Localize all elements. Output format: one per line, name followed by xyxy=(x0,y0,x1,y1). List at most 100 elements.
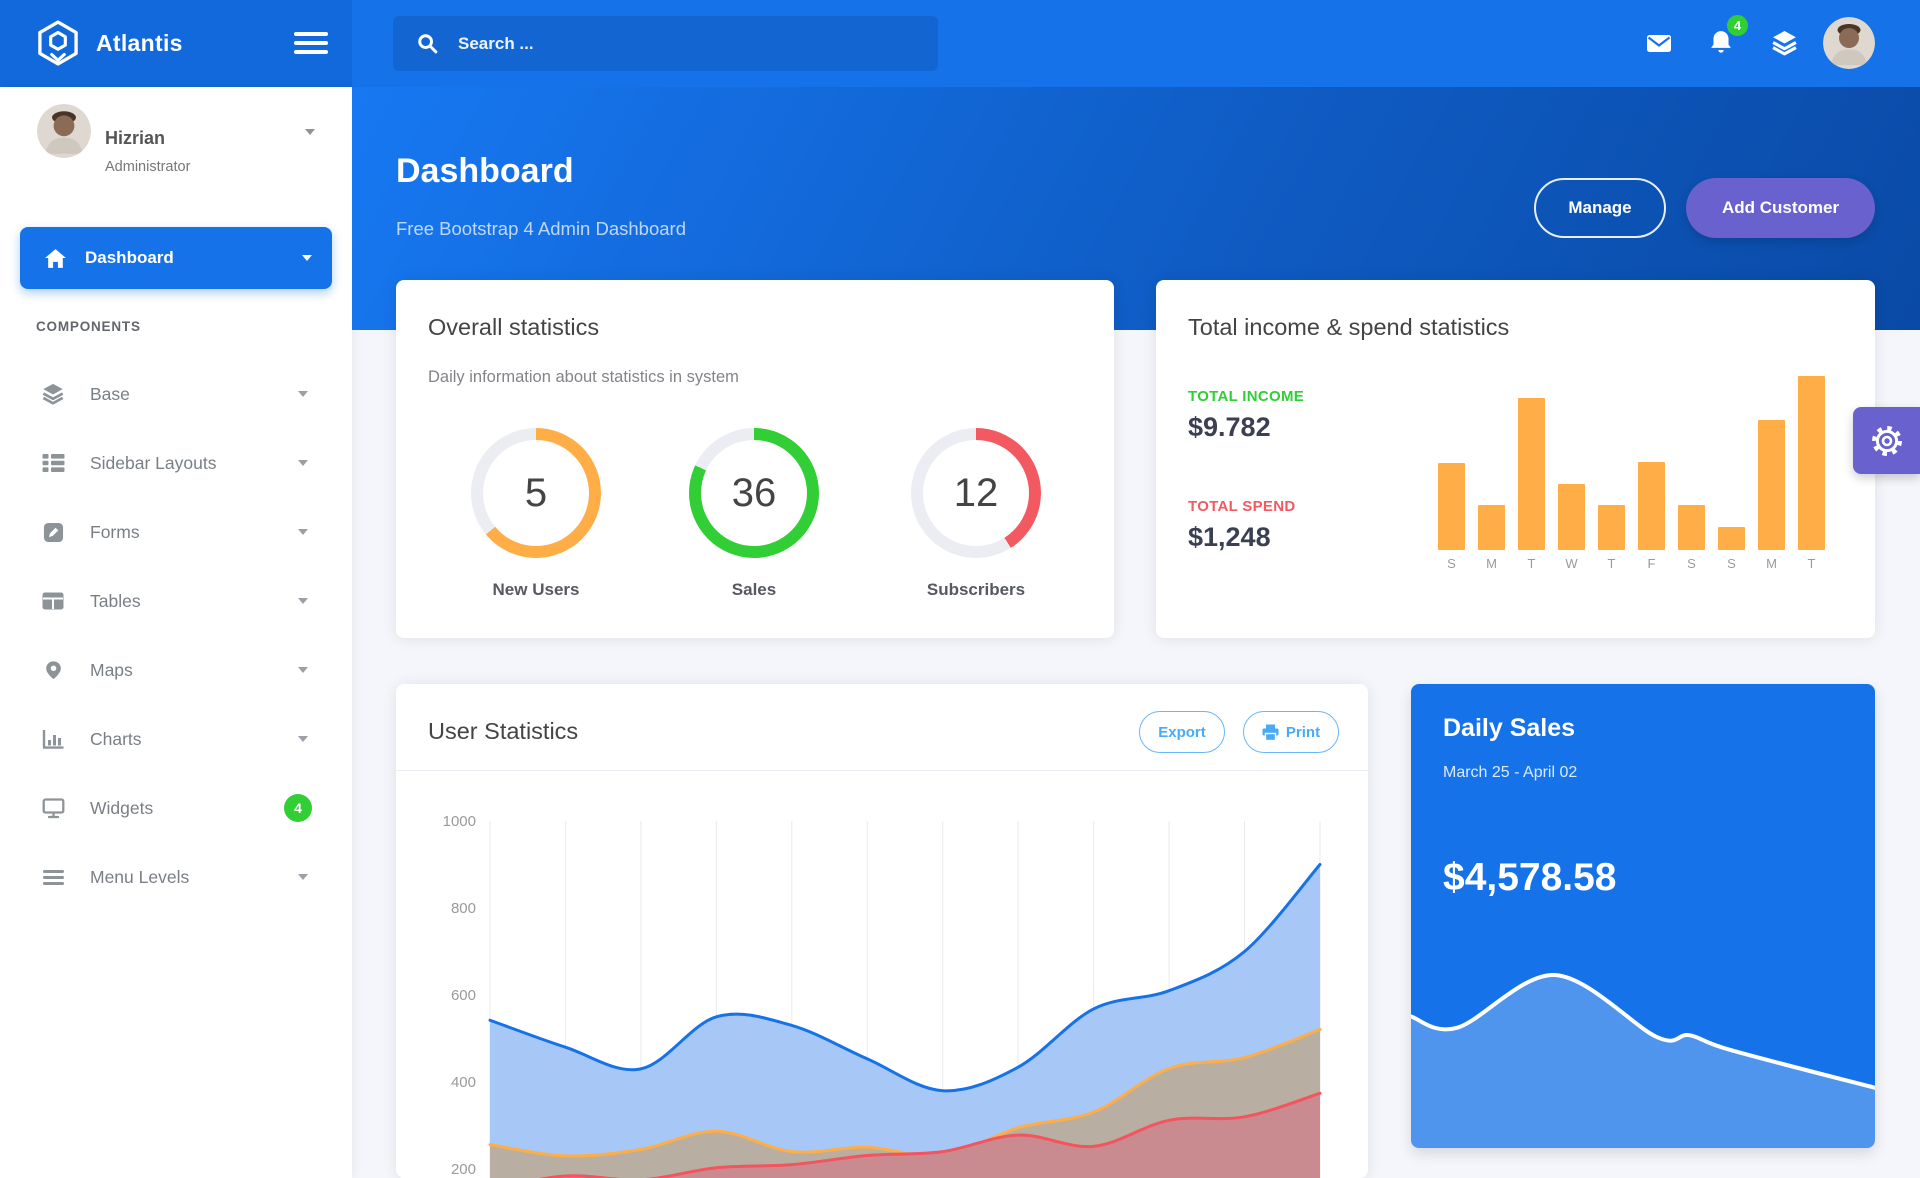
svg-text:200: 200 xyxy=(451,1161,476,1178)
bar-x-label: T xyxy=(1607,556,1616,571)
bar-column: W xyxy=(1558,484,1585,572)
settings-panel-button[interactable] xyxy=(1853,407,1920,474)
bar-column: M xyxy=(1758,420,1785,572)
bar xyxy=(1518,398,1545,550)
bar-x-label: S xyxy=(1687,556,1696,571)
sidebar-item-label: Dashboard xyxy=(85,248,174,267)
sales-label: Sales xyxy=(731,580,777,599)
bar xyxy=(1438,463,1465,550)
bar-column: S xyxy=(1678,505,1705,572)
card-subtitle: Daily information about statistics in sy… xyxy=(428,368,739,386)
map-pin-icon xyxy=(40,659,66,681)
add-customer-button[interactable]: Add Customer xyxy=(1686,178,1875,238)
bar xyxy=(1478,505,1505,550)
overall-statistics-card: Overall statistics Daily information abo… xyxy=(396,280,1114,638)
quick-actions-layers-icon[interactable] xyxy=(1771,30,1798,56)
page-subtitle: Free Bootstrap 4 Admin Dashboard xyxy=(396,218,686,239)
sales-value: 36 xyxy=(731,470,777,515)
bar-x-label: T xyxy=(1527,556,1536,571)
chevron-down-icon xyxy=(302,255,312,261)
new-users-progress-ring: 5 xyxy=(471,428,601,558)
sales-progress-ring: 36 xyxy=(689,428,819,558)
bar xyxy=(1718,527,1745,550)
subscribers-label: Subscribers xyxy=(926,580,1026,599)
new-users-label: New Users xyxy=(492,580,580,599)
sidebar-section-label: COMPONENTS xyxy=(36,319,141,334)
sidebar-user-dropdown[interactable]: Hizrian Administrator xyxy=(0,104,352,264)
svg-text:800: 800 xyxy=(451,900,476,917)
sidebar-item-menu-levels[interactable]: Menu Levels xyxy=(0,845,352,909)
total-income-label: TOTAL INCOME xyxy=(1188,388,1305,405)
card-title: Overall statistics xyxy=(428,314,600,340)
logo-header: Atlantis xyxy=(0,0,352,87)
bar-x-label: T xyxy=(1807,556,1816,571)
sidebar-item-forms[interactable]: Forms xyxy=(0,500,352,564)
daily-sales-spark-chart xyxy=(1411,972,1875,1148)
notifications-bell-icon[interactable] xyxy=(1708,29,1734,57)
bar-x-label: F xyxy=(1647,556,1656,571)
sidebar-item-label: Forms xyxy=(90,521,140,542)
user-statistics-area-chart: 1000 800 600 400 200 xyxy=(443,813,1322,1178)
total-spend-label: TOTAL SPEND xyxy=(1188,498,1296,515)
chevron-down-icon xyxy=(298,529,308,535)
search-input[interactable] xyxy=(456,32,876,55)
subscribers-progress-ring: 12 xyxy=(911,428,1041,558)
sidebar-item-maps[interactable]: Maps xyxy=(0,638,352,702)
sidebar-toggle-button[interactable] xyxy=(294,32,328,54)
sidebar-item-label: Charts xyxy=(90,728,142,749)
bar xyxy=(1598,505,1625,550)
bar-x-label: M xyxy=(1766,556,1777,571)
sidebar-item-tables[interactable]: Tables xyxy=(0,569,352,633)
sidebar-item-label: Tables xyxy=(90,590,141,611)
daily-sales-title: Daily Sales xyxy=(1443,714,1576,742)
home-icon xyxy=(45,248,66,268)
user-statistics-card: User Statistics Export Print 1000 800 600 4… xyxy=(396,684,1368,1178)
sidebar-item-base[interactable]: Base xyxy=(0,362,352,426)
svg-text:1000: 1000 xyxy=(443,813,476,830)
bar xyxy=(1558,484,1585,550)
bar xyxy=(1798,376,1825,550)
daily-sales-amount: $4,578.58 xyxy=(1443,856,1617,899)
daily-sales-card: Daily Sales March 25 - April 02 $4,578.5… xyxy=(1411,684,1875,1148)
desktop-icon xyxy=(40,797,66,819)
export-button[interactable]: Export xyxy=(1139,711,1225,753)
chevron-down-icon xyxy=(298,667,308,673)
svg-text:600: 600 xyxy=(451,987,476,1004)
sidebar-item-label: Sidebar Layouts xyxy=(90,452,217,473)
messages-envelope-icon[interactable] xyxy=(1646,34,1672,53)
printer-icon xyxy=(1262,724,1279,741)
bar-column: T xyxy=(1798,376,1825,572)
print-button[interactable]: Print xyxy=(1243,711,1339,753)
sidebar-item-charts[interactable]: Charts xyxy=(0,707,352,771)
sidebar-item-label: Menu Levels xyxy=(90,866,190,887)
sidebar-item-label: Maps xyxy=(90,659,133,680)
bar xyxy=(1678,505,1705,550)
chevron-down-icon xyxy=(298,598,308,604)
sidebar-item-widgets[interactable]: Widgets 4 xyxy=(0,776,352,840)
bar-x-label: S xyxy=(1447,556,1456,571)
chevron-down-icon xyxy=(298,736,308,742)
search-bar[interactable] xyxy=(393,16,938,71)
sidebar-avatar xyxy=(37,104,91,158)
table-icon xyxy=(40,592,66,610)
user-avatar[interactable] xyxy=(1823,17,1875,69)
subscribers-value: 12 xyxy=(953,470,999,515)
sidebar: Hizrian Administrator Dashboard COMPONEN… xyxy=(0,87,352,1178)
chevron-down-icon xyxy=(298,460,308,466)
bar-x-label: M xyxy=(1486,556,1497,571)
notification-count-badge: 4 xyxy=(1727,15,1748,36)
layers-icon xyxy=(40,383,66,405)
bar-column: T xyxy=(1518,398,1545,572)
chevron-down-icon xyxy=(298,874,308,880)
card-title: Total income & spend statistics xyxy=(1188,314,1510,340)
sidebar-item-label: Widgets xyxy=(90,797,154,818)
bar-x-label: W xyxy=(1565,556,1578,571)
income-spend-card: Total income & spend statistics TOTAL IN… xyxy=(1156,280,1875,638)
manage-button[interactable]: Manage xyxy=(1534,178,1666,238)
sidebar-item-sidebar-layouts[interactable]: Sidebar Layouts xyxy=(0,431,352,495)
sidebar-item-dashboard[interactable]: Dashboard xyxy=(20,227,332,289)
list-icon xyxy=(40,453,66,473)
new-users-value: 5 xyxy=(524,470,548,515)
